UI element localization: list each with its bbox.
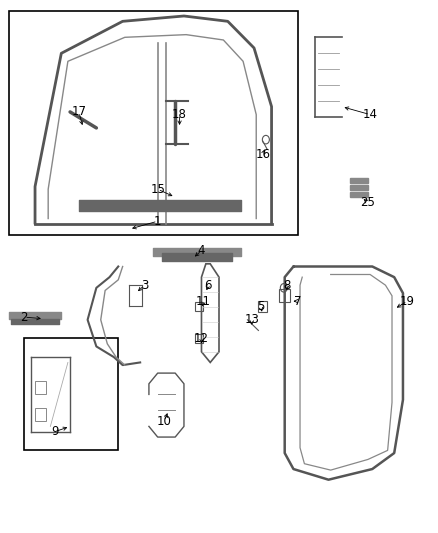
Text: 14: 14 [363, 108, 378, 121]
Text: 4: 4 [198, 244, 205, 257]
Text: 17: 17 [71, 106, 86, 118]
Bar [350, 178, 368, 183]
Text: 11: 11 [196, 295, 211, 308]
Text: 6: 6 [204, 279, 212, 292]
Text: 19: 19 [400, 295, 415, 308]
Text: 9: 9 [51, 425, 59, 438]
Bar [350, 192, 368, 197]
Text: 16: 16 [255, 148, 270, 161]
Bar [258, 301, 267, 312]
Bar [195, 334, 203, 343]
Text: 25: 25 [360, 196, 375, 209]
Text: 10: 10 [157, 415, 172, 427]
Bar [279, 289, 290, 303]
Bar [35, 408, 46, 421]
Text: 3: 3 [141, 279, 148, 292]
Text: 2: 2 [20, 311, 28, 324]
Text: 5: 5 [257, 300, 264, 313]
Text: 1: 1 [154, 215, 162, 228]
Bar [35, 381, 46, 394]
Text: 8: 8 [283, 279, 290, 292]
Text: 12: 12 [194, 332, 209, 345]
Text: 18: 18 [172, 108, 187, 121]
Text: 15: 15 [150, 183, 165, 196]
Text: 7: 7 [294, 295, 302, 308]
Bar [350, 185, 368, 190]
Bar [195, 302, 203, 311]
Text: 13: 13 [244, 313, 259, 326]
